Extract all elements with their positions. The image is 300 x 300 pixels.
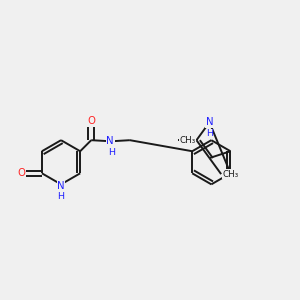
Text: N: N	[206, 117, 213, 127]
Text: H: H	[58, 192, 64, 201]
Text: N: N	[57, 181, 65, 191]
Text: CH₃: CH₃	[223, 169, 239, 178]
Text: N: N	[106, 136, 114, 146]
Text: H: H	[206, 130, 213, 139]
Text: O: O	[18, 168, 26, 178]
Text: O: O	[87, 116, 95, 126]
Text: H: H	[109, 148, 116, 157]
Text: CH₃: CH₃	[180, 136, 196, 145]
